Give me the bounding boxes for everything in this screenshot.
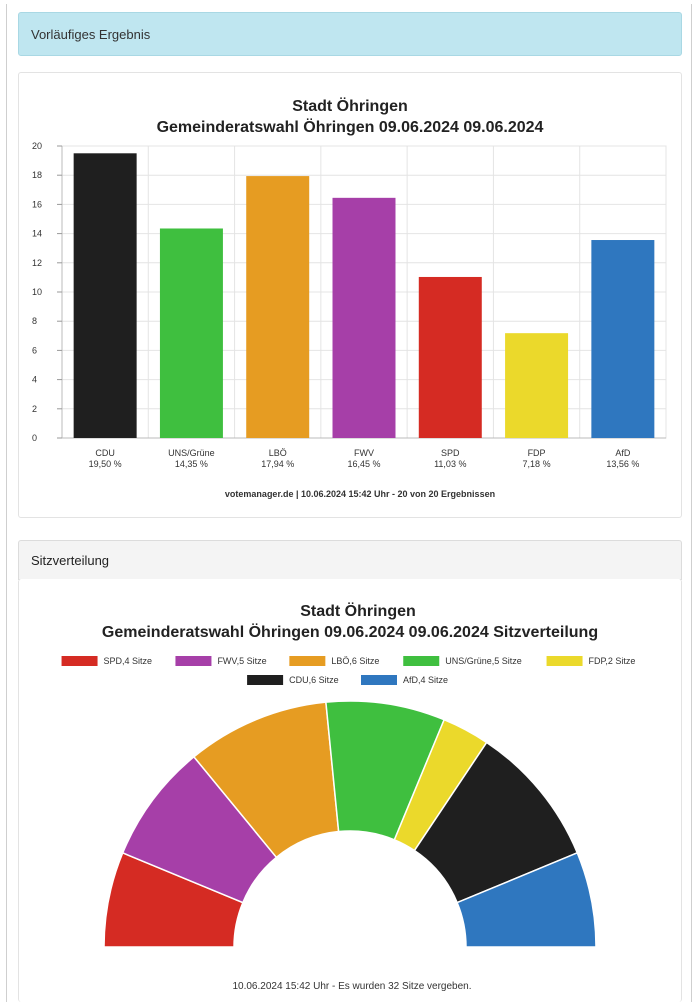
legend-swatch	[247, 675, 284, 685]
y-tick-label: 18	[32, 170, 42, 180]
x-category-label: UNS/Grüne	[168, 448, 215, 458]
x-category-label: FWV	[354, 448, 374, 458]
legend-swatch	[175, 656, 212, 666]
x-category-label: FDP	[528, 448, 546, 458]
bar	[73, 153, 137, 439]
seat-slice	[456, 851, 597, 948]
bar-chart-title: Stadt Öhringen	[292, 96, 408, 115]
seat-chart-footer: 10.06.2024 15:42 Uhr - Es wurden 32 Sitz…	[232, 981, 471, 992]
legend-label: LBÖ,6 Sitze	[331, 656, 379, 666]
y-tick-label: 2	[32, 404, 37, 414]
bar	[332, 197, 396, 438]
y-tick-label: 6	[32, 345, 37, 355]
legend-swatch	[361, 675, 397, 685]
y-tick-label: 16	[32, 199, 42, 209]
x-value-label: 7,18 %	[523, 459, 551, 469]
x-value-label: 17,94 %	[261, 459, 294, 469]
seat-chart-title: Stadt Öhringen	[300, 601, 416, 620]
seats-panel-header: Sitzverteilung	[18, 540, 682, 580]
result-panel-title: Vorläufiges Ergebnis	[31, 26, 151, 42]
legend-label: AfD,4 Sitze	[403, 675, 448, 685]
legend-swatch	[289, 656, 326, 666]
bar-chart-subtitle: Gemeinderatswahl Öhringen 09.06.2024 09.…	[157, 117, 544, 136]
bar	[159, 228, 223, 438]
result-panel-header: Vorläufiges Ergebnis	[18, 12, 682, 56]
y-tick-label: 10	[32, 287, 42, 297]
bar-chart-bars	[73, 153, 655, 439]
bar-chart-credit: votemanager.de | 10.06.2024 15:42 Uhr - …	[225, 489, 495, 499]
legend-swatch	[403, 656, 440, 666]
y-tick-label: 0	[32, 433, 37, 443]
bar	[591, 240, 655, 438]
legend-label: CDU,6 Sitze	[289, 675, 339, 685]
y-tick-label: 12	[32, 258, 42, 268]
legend-label: SPD,4 Sitze	[104, 656, 153, 666]
x-category-label: CDU	[95, 448, 115, 458]
bar-chart: Stadt Öhringen Gemeinderatswahl Öhringen…	[32, 96, 667, 499]
legend-swatch	[546, 656, 583, 666]
seat-chart-subtitle: Gemeinderatswahl Öhringen 09.06.2024 09.…	[102, 622, 598, 641]
bar	[246, 176, 310, 439]
y-tick-label: 20	[32, 141, 42, 151]
x-value-label: 13,56 %	[606, 459, 639, 469]
x-category-label: AfD	[615, 448, 631, 458]
seat-chart: Stadt Öhringen Gemeinderatswahl Öhringen…	[61, 601, 636, 992]
legend-label: FWV,5 Sitze	[217, 656, 266, 666]
legend-swatch	[61, 656, 98, 666]
bar	[418, 276, 482, 438]
seats-panel-title: Sitzverteilung	[31, 552, 110, 568]
bar	[505, 333, 569, 438]
legend-label: UNS/Grüne,5 Sitze	[445, 656, 522, 666]
x-value-label: 14,35 %	[175, 459, 208, 469]
x-value-label: 16,45 %	[347, 459, 380, 469]
seat-chart-slices	[103, 700, 597, 948]
y-tick-label: 4	[32, 375, 37, 385]
bar-chart-y-axis: 0 2 4 6 8 10 12 14 16 18 20	[32, 141, 62, 443]
x-category-label: SPD	[441, 448, 460, 458]
y-tick-label: 14	[32, 229, 42, 239]
legend-label: FDP,2 Sitze	[589, 656, 636, 666]
x-value-label: 19,50 %	[89, 459, 122, 469]
x-category-label: LBÖ	[269, 448, 287, 458]
y-tick-label: 8	[32, 316, 37, 326]
page-frame	[6, 4, 692, 1002]
x-value-label: 11,03 %	[434, 459, 466, 469]
seat-chart-legend: SPD,4 Sitze FWV,5 Sitze LBÖ,6 Sitze UNS/Grü…	[61, 656, 636, 685]
